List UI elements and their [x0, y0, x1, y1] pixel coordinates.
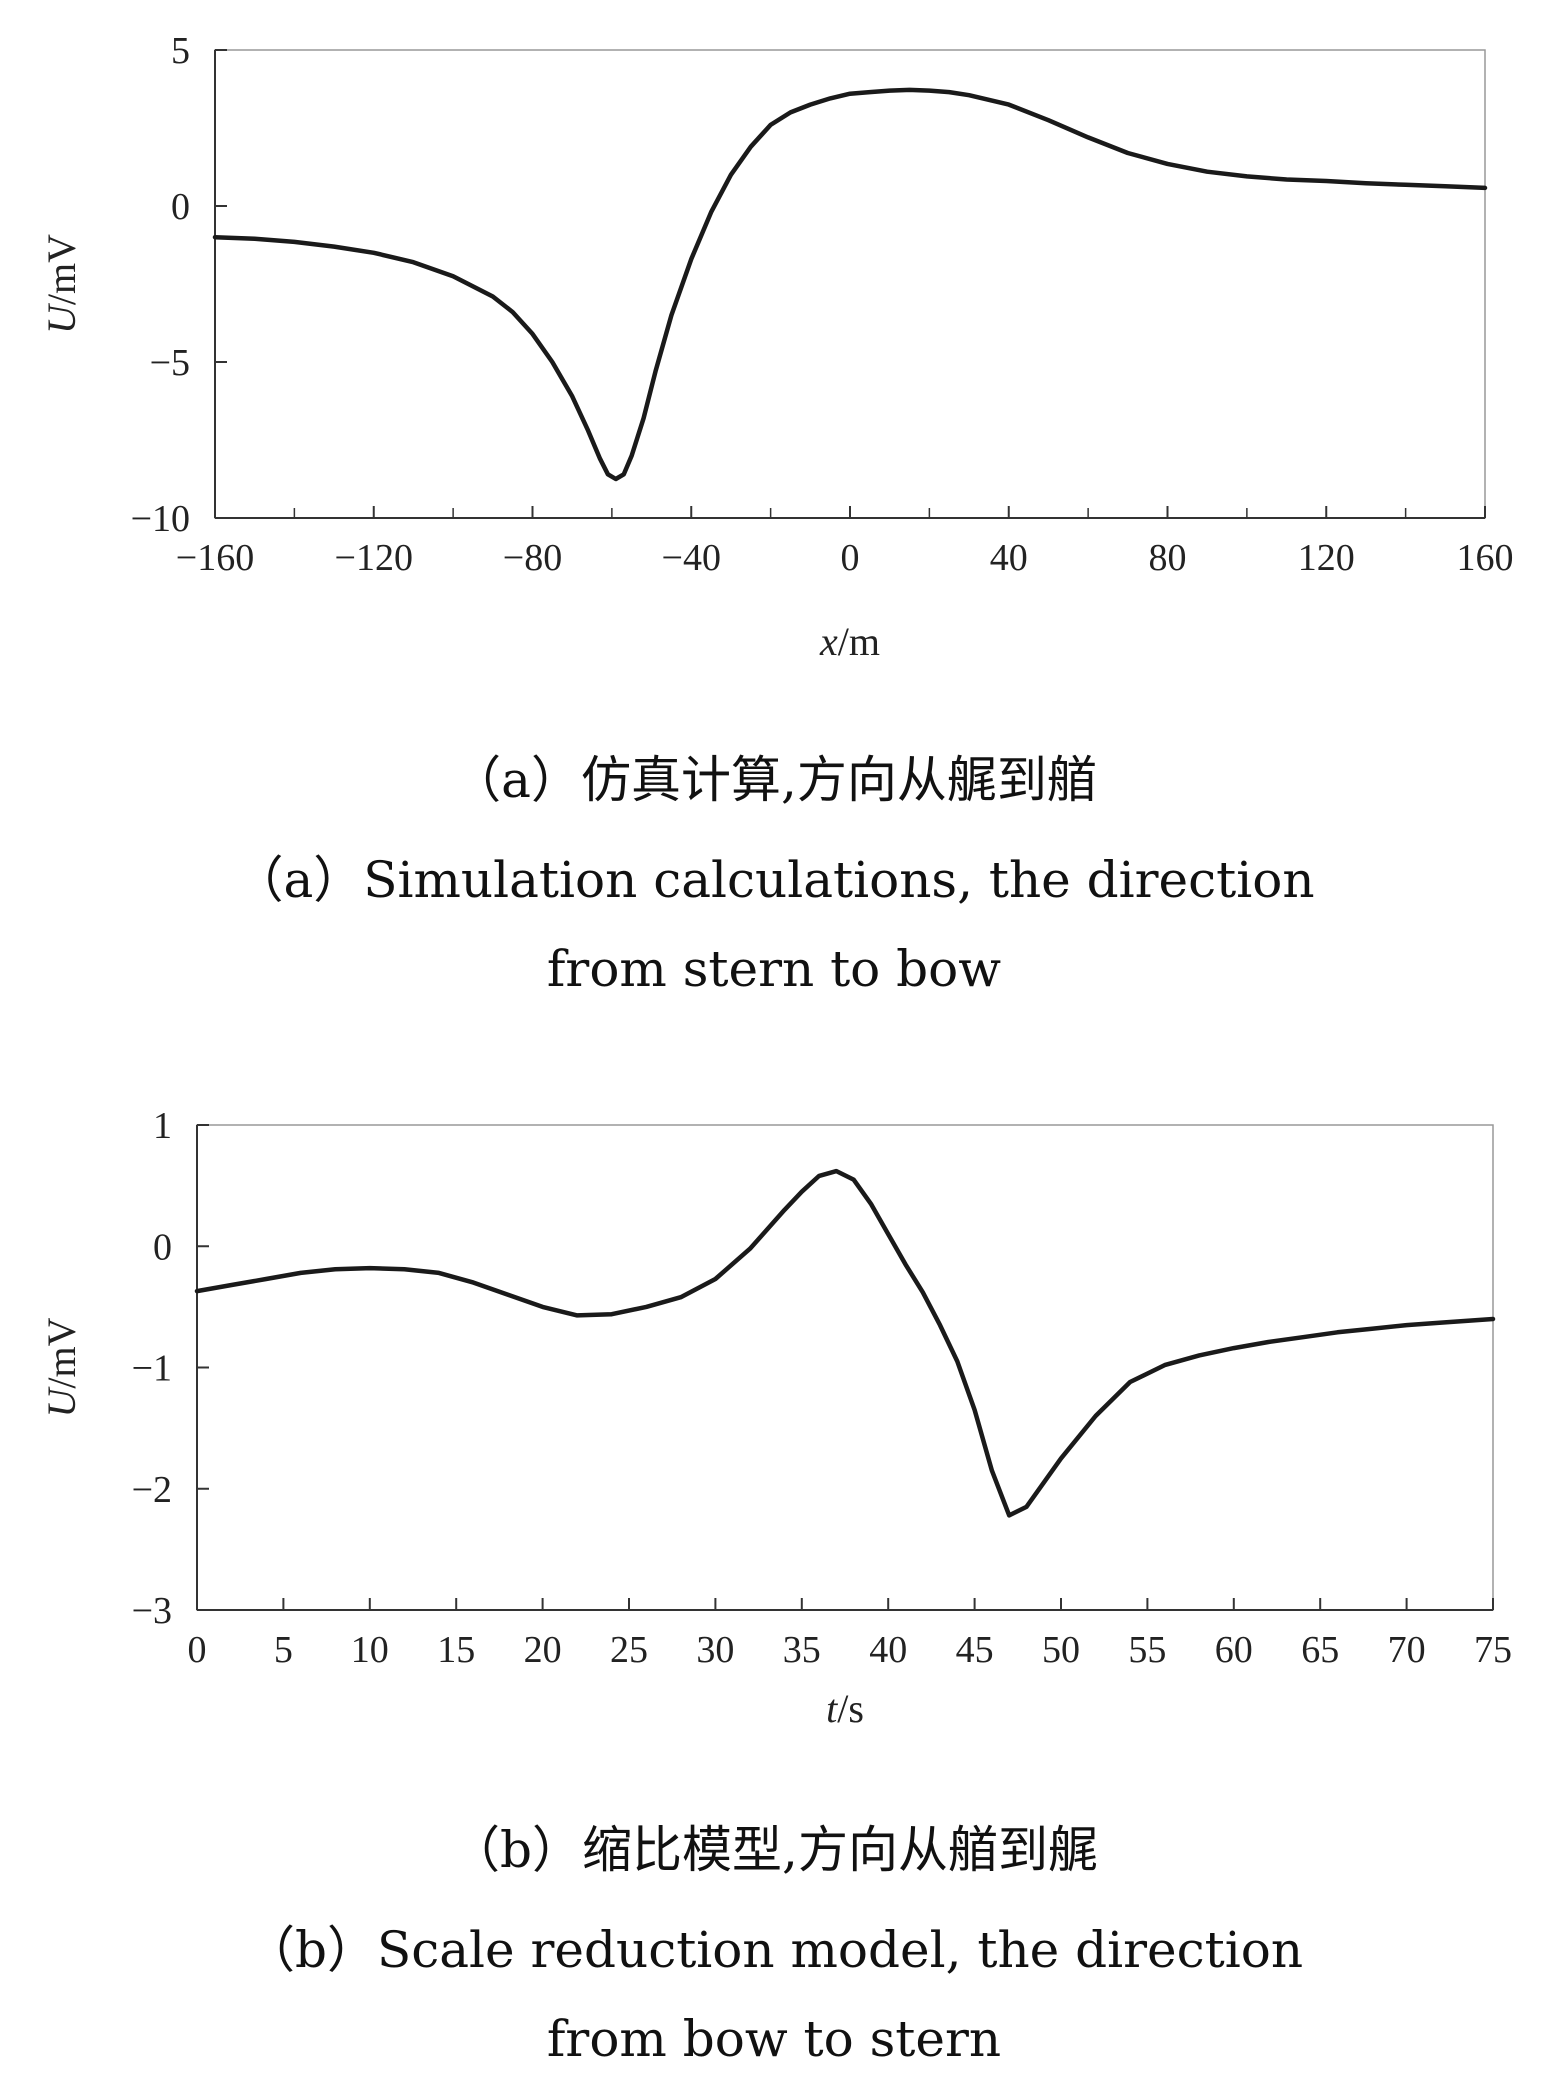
y-tick-label-a: −5 [150, 342, 190, 384]
x-tick-label-a: −120 [335, 537, 413, 579]
x-tick-label-b: 20 [524, 1629, 562, 1671]
y-tick-label-a: 5 [171, 30, 190, 72]
y-tick-label-a: 0 [171, 186, 190, 228]
x-tick-label-b: 70 [1388, 1629, 1426, 1671]
x-tick-label-b: 50 [1042, 1629, 1080, 1671]
x-tick-label-b: 60 [1215, 1629, 1253, 1671]
series-line-b-0 [194, 1168, 1496, 1518]
x-axis-title-b: t/s [826, 1686, 864, 1731]
x-tick-label-b: 10 [351, 1629, 389, 1671]
x-tick-label-a: 160 [1457, 537, 1514, 579]
plot-frame-b [196, 1124, 1494, 1611]
chart-b: 0 5 10 15 20 25 30 35 40 45 50 55 60 65 70 7510−1−2−3t/… [39, 1105, 1512, 1731]
x-tick-label-b: 0 [188, 1629, 207, 1671]
x-tick-label-a: 40 [990, 537, 1028, 579]
caption-b-english-line1: （b）Scale reduction model, the direction [244, 1921, 1304, 1979]
caption-a-english-line2: from stern to bow [546, 940, 1002, 998]
plot-frame-a [214, 49, 1486, 519]
x-tick-label-b: 75 [1474, 1629, 1512, 1671]
series-line-a-0 [212, 87, 1488, 482]
y-tick-label-b: 1 [153, 1105, 172, 1147]
x-axis-title-a: x/m [819, 619, 880, 664]
chart-a: −160 −120 −80 −40 0 40 80 120 160 5 0 −5 −10 x/m U/mV [39, 30, 1514, 664]
x-tick-label-b: 5 [274, 1629, 293, 1671]
y-tick-label-b: −3 [132, 1590, 172, 1632]
y-tick-label-a: −10 [131, 498, 190, 540]
x-tick-label-a: 80 [1149, 537, 1187, 579]
x-tick-label-b: 35 [783, 1629, 821, 1671]
x-tick-label-b: 45 [956, 1629, 994, 1671]
x-tick-label-b: 65 [1301, 1629, 1339, 1671]
caption-b-chinese: （b）缩比模型,方向从艏到艉 [450, 1821, 1098, 1879]
x-tick-label-a: −40 [662, 537, 721, 579]
x-tick-label-b: 55 [1128, 1629, 1166, 1671]
y-tick-label-b: −2 [132, 1469, 172, 1511]
x-tick-label-a: 0 [841, 537, 860, 579]
x-tick-label-b: 30 [696, 1629, 734, 1671]
y-tick-label-b: 0 [153, 1226, 172, 1268]
x-tick-label-b: 15 [437, 1629, 475, 1671]
x-tick-label-a: −80 [503, 537, 562, 579]
x-tick-label-b: 40 [869, 1629, 907, 1671]
x-tick-label-b: 25 [610, 1629, 648, 1671]
caption-b-english-line2: from bow to stern [546, 2010, 1002, 2068]
y-axis-title-a: U/mV [39, 234, 84, 334]
y-axis-title-b: U/mV [39, 1317, 84, 1417]
x-tick-label-a: −160 [176, 537, 254, 579]
y-tick-label-b: −1 [132, 1348, 172, 1390]
x-tick-label-a: 120 [1298, 537, 1355, 579]
caption-a-chinese: （a）仿真计算,方向从艉到艏 [451, 751, 1097, 809]
caption-a-english-line1: （a）Simulation calculations, the directio… [233, 851, 1315, 909]
